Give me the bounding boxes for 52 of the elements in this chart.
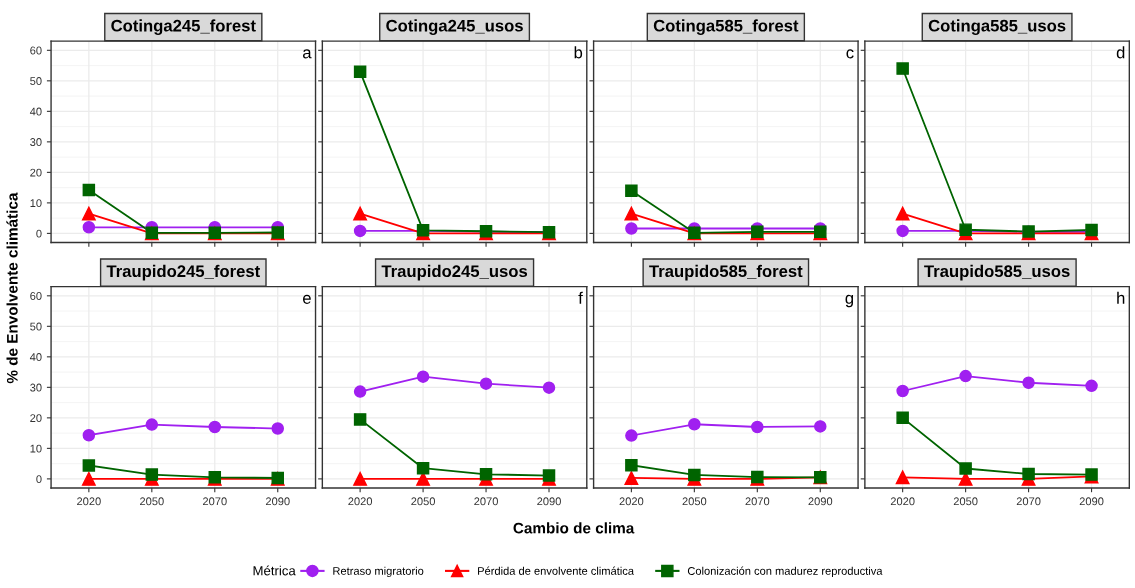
y-tick-label: 40 [29,353,42,361]
y-tick-label: 0 [36,229,42,238]
chart-title: Cotinga245_usos [386,19,523,35]
y-tick-label: 60 [30,46,42,55]
y-axis-title: % de Envolvente climática [6,192,18,384]
x-tick-label: 2020 [348,497,373,506]
x-tick-label: 2070 [202,497,227,506]
legend-label: Pérdida de envolvente climática [478,566,635,575]
x-tick-label: 2070 [474,497,498,506]
y-tick-label: 50 [30,322,42,331]
x-tick-label: 2050 [140,497,164,506]
x-tick-label: 2050 [411,497,436,506]
legend-label: Retraso migratorio [333,566,424,578]
x-tick-label: 2090 [265,497,290,506]
x-tick-label: 2070 [1016,497,1041,506]
chart-title: Cotinga585_usos [928,19,1066,35]
y-tick-label: 20 [30,168,42,177]
x-tick-label: 2020 [77,497,101,506]
y-tick-label: 10 [30,444,42,453]
annotation: d [1116,46,1125,59]
legend-label: Colonización con madurez reproductiva [687,566,883,578]
legend-title: Métrica [253,565,296,576]
chart-title: Cotinga585_forest [653,19,799,35]
x-tick-label: 2020 [619,497,644,506]
y-tick-label: 40 [29,107,42,116]
x-axis-title: Cambio de clima [513,522,635,534]
y-tick-label: 10 [30,199,42,208]
annotation: c [846,49,854,59]
x-tick-label: 2090 [808,497,833,506]
x-tick-label: 2090 [537,497,561,506]
y-tick-label: 60 [30,292,42,300]
annotation: g [845,294,854,308]
y-tick-label: 30 [30,138,42,146]
x-tick-label: 2050 [682,497,707,506]
annotation: e [303,294,311,304]
annotation: f [578,291,583,304]
chart-title: Cotinga245_forest [111,19,256,35]
x-tick-label: 2070 [745,497,770,506]
x-tick-label: 2090 [1079,497,1104,506]
y-tick-label: 0 [36,475,42,484]
chart-title: Traupido245_forest [106,264,260,281]
annotation: b [574,46,583,59]
y-tick-label: 30 [30,383,42,392]
annotation: h [1117,291,1125,304]
y-tick-label: 20 [30,414,42,422]
chart-title: Traupido585_usos [924,264,1070,281]
x-tick-label: 2020 [890,497,915,506]
y-tick-label: 50 [30,77,42,85]
chart-title: Traupido245_usos [381,264,528,281]
x-tick-label: 2050 [953,497,978,506]
annotation: a [303,49,312,59]
chart-title: Traupido585_forest [649,264,803,281]
